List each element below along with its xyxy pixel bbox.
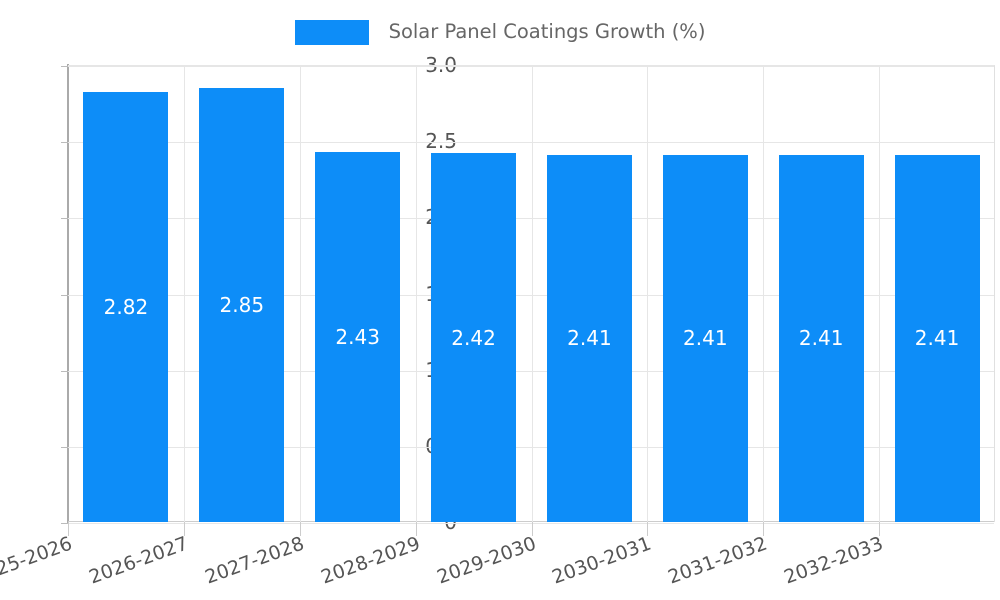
- bar-value-label: 2.43: [335, 324, 380, 349]
- gridline-vertical: [416, 66, 417, 522]
- y-axis-tick: [61, 218, 68, 220]
- y-axis-line: [67, 64, 69, 523]
- chart-legend: Solar Panel Coatings Growth (%): [0, 12, 1000, 52]
- x-axis-tick-label: 2025-2026: [0, 532, 76, 589]
- gridline-horizontal: [68, 66, 994, 67]
- bar[interactable]: 2.41: [894, 154, 980, 522]
- gridline-horizontal: [68, 370, 994, 372]
- bar-value-label: 2.41: [914, 326, 960, 351]
- bar-value-label: 2.41: [683, 326, 728, 351]
- y-axis-tick: [61, 523, 68, 524]
- gridline-horizontal: [68, 523, 994, 524]
- bar-value-label: 2.41: [567, 326, 612, 351]
- x-axis-tick: [879, 522, 880, 536]
- legend-label: Solar Panel Coatings Growth (%): [388, 20, 706, 44]
- bar[interactable]: 2.82: [83, 92, 169, 522]
- x-axis-tick: [300, 522, 301, 536]
- x-axis-line: [68, 521, 995, 522]
- gridline-vertical: [763, 66, 764, 522]
- bar-value-label: 2.85: [219, 292, 265, 317]
- bar-value-label: 2.41: [798, 326, 844, 351]
- y-axis-tick: [61, 446, 68, 448]
- y-axis-tick: [61, 294, 68, 296]
- x-axis-tick-label: 2030-2031: [549, 532, 655, 589]
- x-axis-tick: [68, 522, 69, 536]
- plot-area: 2.82 2.85 2.43 2.42 2.41 2.41 2.41 2.41: [61, 65, 995, 524]
- x-axis-tick-label: 2026-2027: [86, 532, 191, 589]
- gridline-vertical: [647, 66, 648, 522]
- bar[interactable]: 2.43: [315, 151, 401, 522]
- legend-item-solar-panel-coatings-growth[interactable]: Solar Panel Coatings Growth (%): [294, 19, 706, 45]
- y-axis-tick-label: 2.5: [425, 129, 457, 154]
- bar-value-label: 2.82: [103, 295, 149, 320]
- y-axis-tick: [61, 66, 68, 67]
- bar[interactable]: 2.42: [431, 153, 517, 522]
- legend-color-swatch-icon: [294, 19, 369, 45]
- gridline-horizontal: [68, 218, 994, 220]
- x-axis-tick-label: 2028-2029: [317, 532, 423, 589]
- gridline-vertical: [184, 66, 185, 522]
- x-axis-tick: [763, 522, 764, 536]
- gridline-horizontal: [68, 142, 994, 144]
- bar[interactable]: 2.41: [546, 154, 632, 522]
- x-axis-tick-label: 2027-2028: [201, 532, 307, 589]
- gridline-vertical: [879, 66, 880, 522]
- y-axis-tick: [61, 370, 68, 372]
- bar[interactable]: 2.85: [199, 87, 285, 522]
- x-axis-tick: [416, 522, 417, 536]
- bar[interactable]: 2.41: [662, 154, 748, 522]
- y-axis-tick: [61, 142, 68, 144]
- gridline-horizontal: [68, 446, 994, 448]
- gridline-horizontal: [68, 294, 994, 296]
- x-axis-tick-label: 2032-2033: [781, 532, 887, 589]
- bar[interactable]: 2.41: [778, 154, 864, 522]
- bar-value-label: 2.42: [451, 325, 496, 350]
- x-axis-tick-label: 2031-2032: [665, 532, 771, 589]
- x-axis-tick: [647, 522, 648, 536]
- x-axis-tick: [532, 522, 533, 536]
- x-axis-tick: [184, 522, 185, 536]
- gridline-vertical: [300, 66, 301, 522]
- x-axis-tick-label: 2029-2030: [433, 532, 539, 589]
- gridline-vertical: [532, 66, 533, 522]
